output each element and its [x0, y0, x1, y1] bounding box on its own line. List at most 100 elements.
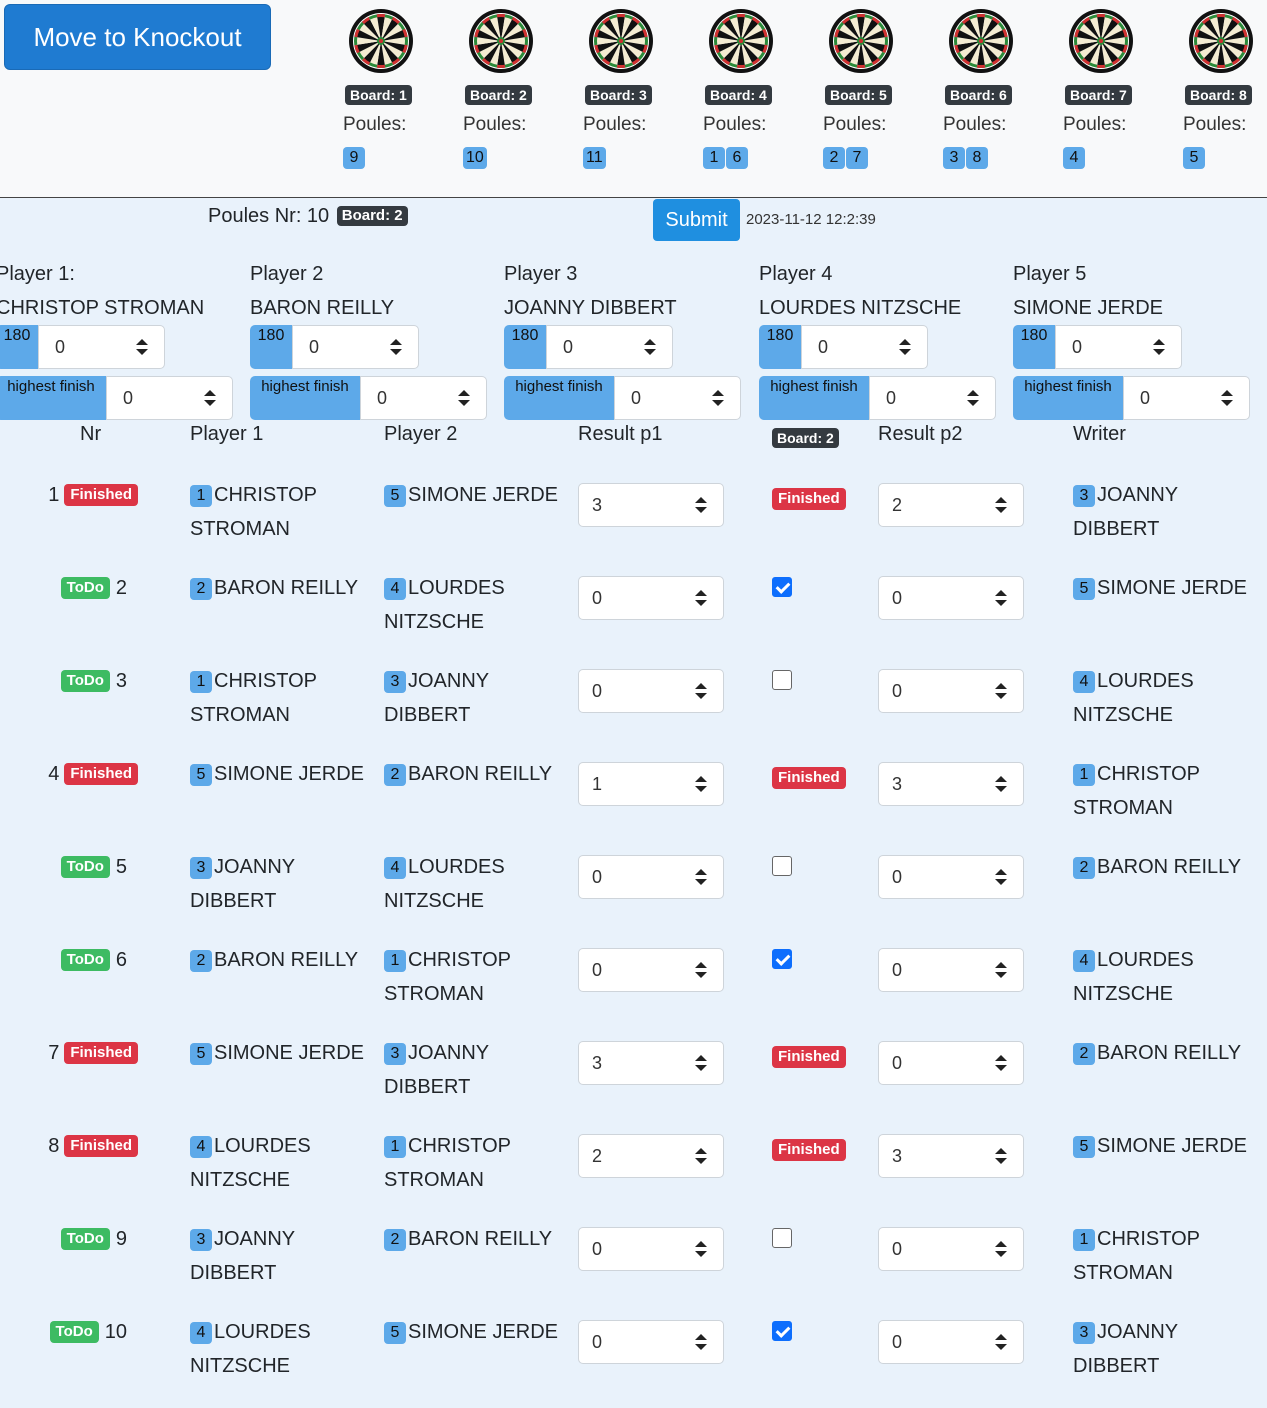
result-p2-input[interactable]: 2	[878, 483, 1024, 527]
writer-cell: 1 CHRISTOP STROMAN	[1073, 1222, 1258, 1290]
highest-finish-input[interactable]: 0	[1123, 376, 1250, 420]
result-p1-input[interactable]: 0	[578, 855, 724, 899]
spinner-icon[interactable]	[695, 683, 707, 699]
player-2-cell: 2 BARON REILLY	[384, 757, 569, 791]
spinner-icon[interactable]	[1221, 390, 1233, 406]
spinner-icon[interactable]	[390, 339, 402, 355]
submit-button[interactable]: Submit	[653, 199, 740, 241]
poule-number-badge[interactable]: 9	[343, 147, 365, 169]
match-state-cell	[772, 664, 792, 690]
result-p1-input[interactable]: 0	[578, 948, 724, 992]
count-180-input[interactable]: 0	[801, 325, 928, 369]
result-p1-input[interactable]: 1	[578, 762, 724, 806]
spinner-icon[interactable]	[712, 390, 724, 406]
player-column: Player 2 BARON REILLY 180 0 highest finish 0	[250, 262, 500, 420]
spinner-icon[interactable]	[995, 1334, 1007, 1350]
poule-number-badge[interactable]: 10	[463, 147, 487, 169]
spinner-icon[interactable]	[695, 590, 707, 606]
result-p2-input[interactable]: 0	[878, 855, 1024, 899]
poule-number-badge[interactable]: 7	[846, 147, 868, 169]
match-number-cell: 8 Finished	[0, 1129, 138, 1163]
board-badge: Board: 3	[585, 85, 652, 105]
count-180-value: 0	[563, 337, 574, 357]
match-checkbox[interactable]	[772, 577, 792, 597]
spinner-icon[interactable]	[995, 962, 1007, 978]
result-p2-input[interactable]: 3	[878, 1134, 1024, 1178]
poule-number-badge[interactable]: 5	[1183, 147, 1205, 169]
result-p2-input[interactable]: 0	[878, 948, 1024, 992]
result-p1-input[interactable]: 3	[578, 1041, 724, 1085]
highest-finish-input[interactable]: 0	[869, 376, 996, 420]
spinner-icon[interactable]	[458, 390, 470, 406]
match-checkbox[interactable]	[772, 1228, 792, 1248]
dartboard-icon	[469, 9, 533, 73]
spinner-icon[interactable]	[995, 1241, 1007, 1257]
spinner-icon[interactable]	[136, 339, 148, 355]
spinner-icon[interactable]	[995, 590, 1007, 606]
result-p1-input[interactable]: 0	[578, 1227, 724, 1271]
match-checkbox[interactable]	[772, 670, 792, 690]
status-badge: ToDo	[60, 856, 110, 878]
result-p2-input[interactable]: 0	[878, 1320, 1024, 1364]
result-p2-input[interactable]: 3	[878, 762, 1024, 806]
spinner-icon[interactable]	[995, 1055, 1007, 1071]
highest-finish-input[interactable]: 0	[360, 376, 487, 420]
result-p2-input[interactable]: 0	[878, 1227, 1024, 1271]
poule-number-badge[interactable]: 3	[943, 147, 965, 169]
player-2-cell: 1 CHRISTOP STROMAN	[384, 943, 569, 1011]
table-row: ToDo 3 1 CHRISTOP STROMAN 3 JOANNY DIBBERT 0 0 4…	[0, 664, 1267, 757]
spinner-icon[interactable]	[695, 962, 707, 978]
spinner-icon[interactable]	[695, 1148, 707, 1164]
spinner-icon[interactable]	[695, 1241, 707, 1257]
spinner-icon[interactable]	[995, 683, 1007, 699]
spinner-icon[interactable]	[1153, 339, 1165, 355]
result-p1-input[interactable]: 3	[578, 483, 724, 527]
move-to-knockout-button[interactable]: Move to Knockout	[4, 4, 271, 70]
count-180-input[interactable]: 0	[38, 325, 165, 369]
result-p2-input[interactable]: 0	[878, 1041, 1024, 1085]
match-checkbox[interactable]	[772, 1321, 792, 1341]
spinner-icon[interactable]	[695, 776, 707, 792]
player-2-cell: 5 SIMONE JERDE	[384, 478, 569, 512]
table-row: ToDo 10 4 LOURDES NITZSCHE 5 SIMONE JERDE 0 0 3 J…	[0, 1315, 1267, 1408]
spinner-icon[interactable]	[995, 1148, 1007, 1164]
result-p1-input[interactable]: 0	[578, 1320, 724, 1364]
header-player-2: Player 2	[384, 423, 458, 445]
spinner-icon[interactable]	[695, 1055, 707, 1071]
result-p1-input[interactable]: 0	[578, 576, 724, 620]
spinner-icon[interactable]	[695, 869, 707, 885]
count-180-input[interactable]: 0	[546, 325, 673, 369]
spinner-icon[interactable]	[695, 1334, 707, 1350]
highest-finish-input[interactable]: 0	[614, 376, 741, 420]
poule-number-badge[interactable]: 1	[703, 147, 725, 169]
spinner-icon[interactable]	[644, 339, 656, 355]
result-p2-input[interactable]: 0	[878, 576, 1024, 620]
result-p1-value: 0	[592, 681, 603, 701]
player-name: SIMONE JERDE	[214, 763, 365, 785]
result-p1-value: 0	[592, 960, 603, 980]
poule-number-badge[interactable]: 11	[583, 147, 606, 169]
poule-number-badge[interactable]: 6	[726, 147, 748, 169]
spinner-icon[interactable]	[899, 339, 911, 355]
result-p1-input[interactable]: 0	[578, 669, 724, 713]
poule-number-badge[interactable]: 8	[966, 147, 988, 169]
match-checkbox[interactable]	[772, 949, 792, 969]
match-checkbox[interactable]	[772, 856, 792, 876]
spinner-icon[interactable]	[204, 390, 216, 406]
spinner-icon[interactable]	[995, 497, 1007, 513]
dartboard-icon	[949, 9, 1013, 73]
spinner-icon[interactable]	[995, 776, 1007, 792]
spinner-icon[interactable]	[967, 390, 979, 406]
highest-finish-input[interactable]: 0	[106, 376, 233, 420]
result-p1-input[interactable]: 2	[578, 1134, 724, 1178]
player-name: LOURDES NITZSCHE	[190, 1321, 311, 1377]
poule-number-badge[interactable]: 2	[823, 147, 845, 169]
spinner-icon[interactable]	[695, 497, 707, 513]
count-180-label: 180	[504, 325, 546, 369]
result-p2-input[interactable]: 0	[878, 669, 1024, 713]
spinner-icon[interactable]	[995, 869, 1007, 885]
poule-number-badge[interactable]: 4	[1063, 147, 1085, 169]
player-name: CHRISTOP STROMAN	[190, 670, 317, 726]
count-180-input[interactable]: 0	[292, 325, 419, 369]
count-180-input[interactable]: 0	[1055, 325, 1182, 369]
